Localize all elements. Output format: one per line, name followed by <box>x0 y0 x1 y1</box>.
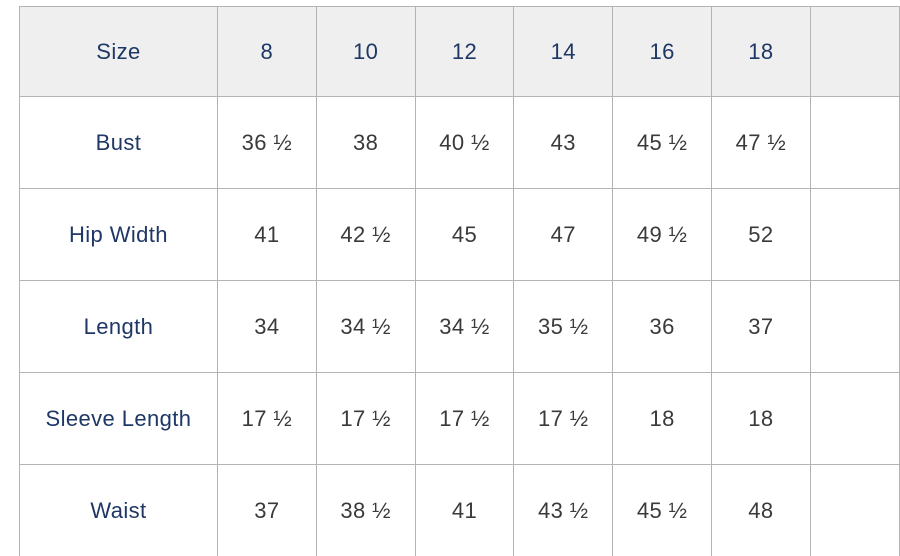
header-cell-size-16: 16 <box>612 6 712 97</box>
cell-value: 47 ½ <box>710 96 811 189</box>
cell-value: 36 ½ <box>216 96 317 189</box>
cell-value: 47 <box>513 188 614 281</box>
cell-value: 34 ½ <box>414 280 515 373</box>
cell-value: 41 <box>216 188 317 281</box>
table-row-hip-width: Hip Width 41 42 ½ 45 47 49 ½ 52 <box>19 188 900 281</box>
cell-partial <box>809 96 900 189</box>
row-label-hip-width: Hip Width <box>19 188 218 281</box>
size-chart-table: Size 8 10 12 14 16 18 Bust 36 ½ 38 40 ½ … <box>19 6 900 556</box>
cell-value: 37 <box>710 280 811 373</box>
cell-partial <box>809 188 900 281</box>
header-cell-size-18: 18 <box>710 6 811 97</box>
table-row-sleeve-length: Sleeve Length 17 ½ 17 ½ 17 ½ 17 ½ 18 18 <box>19 372 900 465</box>
cell-value: 37 <box>216 464 317 556</box>
header-cell-size-8: 8 <box>216 6 317 97</box>
row-label-sleeve-length: Sleeve Length <box>19 372 218 465</box>
cell-value: 17 ½ <box>315 372 416 465</box>
row-label-bust: Bust <box>19 96 218 189</box>
table-row-waist: Waist 37 38 ½ 41 43 ½ 45 ½ 48 <box>19 464 900 556</box>
cell-value: 41 <box>414 464 515 556</box>
cell-partial <box>809 464 900 556</box>
cell-value: 18 <box>612 372 712 465</box>
header-cell-size-10: 10 <box>315 6 416 97</box>
cell-partial <box>809 372 900 465</box>
cell-value: 52 <box>710 188 811 281</box>
cell-value: 45 ½ <box>612 464 712 556</box>
cell-value: 45 <box>414 188 515 281</box>
cell-value: 35 ½ <box>513 280 614 373</box>
cell-value: 36 <box>612 280 712 373</box>
cell-value: 45 ½ <box>612 96 712 189</box>
cell-value: 49 ½ <box>612 188 712 281</box>
cell-value: 34 <box>216 280 317 373</box>
row-label-waist: Waist <box>19 464 218 556</box>
cell-value: 38 <box>315 96 416 189</box>
table-row-length: Length 34 34 ½ 34 ½ 35 ½ 36 37 <box>19 280 900 373</box>
cell-value: 17 ½ <box>513 372 614 465</box>
header-cell-size-12: 12 <box>414 6 515 97</box>
header-cell-size-label: Size <box>19 6 218 97</box>
cell-value: 17 ½ <box>216 372 317 465</box>
cell-value: 43 ½ <box>513 464 614 556</box>
cell-value: 18 <box>710 372 811 465</box>
cell-value: 43 <box>513 96 614 189</box>
cell-value: 38 ½ <box>315 464 416 556</box>
row-label-length: Length <box>19 280 218 373</box>
header-cell-partial <box>809 6 900 97</box>
cell-value: 48 <box>710 464 811 556</box>
cell-partial <box>809 280 900 373</box>
cell-value: 42 ½ <box>315 188 416 281</box>
header-row: Size 8 10 12 14 16 18 <box>19 6 900 97</box>
header-cell-size-14: 14 <box>513 6 614 97</box>
cell-value: 34 ½ <box>315 280 416 373</box>
cell-value: 40 ½ <box>414 96 515 189</box>
table-row-bust: Bust 36 ½ 38 40 ½ 43 45 ½ 47 ½ <box>19 96 900 189</box>
cell-value: 17 ½ <box>414 372 515 465</box>
